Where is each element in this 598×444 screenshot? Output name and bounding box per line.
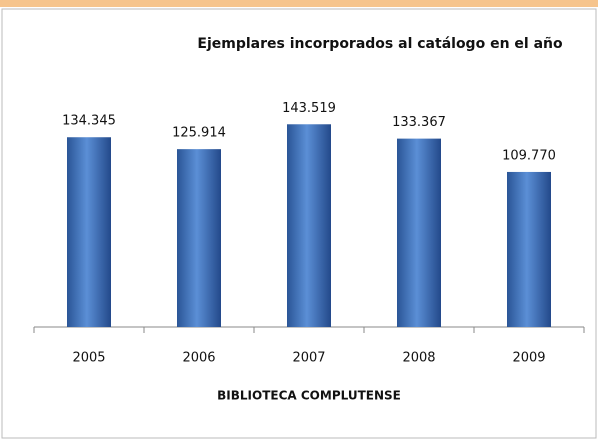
bar — [177, 149, 221, 327]
top-strip — [0, 0, 598, 7]
value-label: 109.770 — [502, 148, 556, 163]
bar — [67, 137, 111, 327]
value-label: 134.345 — [62, 114, 116, 129]
x-axis-label: BIBLIOTECA COMPLUTENSE — [217, 389, 401, 403]
value-label: 133.367 — [392, 115, 446, 130]
x-tick-label: 2008 — [402, 351, 435, 366]
bar — [287, 124, 331, 327]
x-tick-label: 2005 — [72, 351, 105, 366]
value-label: 125.914 — [172, 126, 226, 141]
x-tick-label: 2007 — [292, 351, 325, 366]
value-label: 143.519 — [282, 101, 336, 116]
bar — [507, 171, 551, 327]
bar — [397, 138, 441, 327]
x-tick-label: 2009 — [512, 351, 545, 366]
x-tick-label: 2006 — [182, 351, 215, 366]
chart-title: Ejemplares incorporados al catálogo en e… — [197, 36, 563, 52]
